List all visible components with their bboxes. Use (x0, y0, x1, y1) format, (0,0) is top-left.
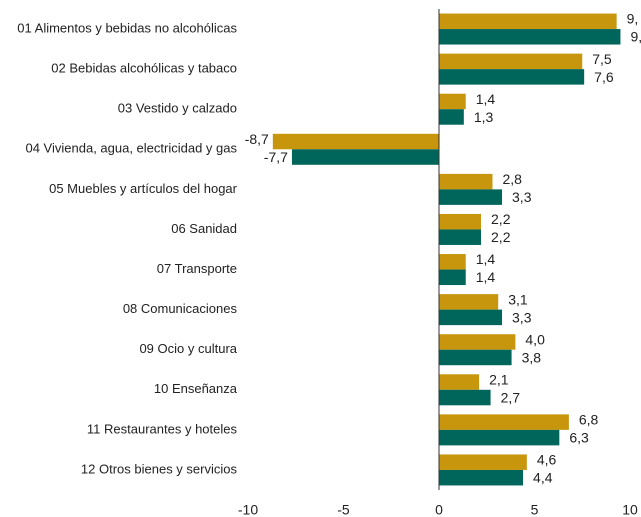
bar (439, 213, 482, 230)
value-label: 9, (627, 11, 639, 27)
value-label: 3,3 (512, 189, 532, 205)
bar (439, 454, 527, 470)
category-label: 08 Comunicaciones (123, 301, 238, 316)
value-label: 6,3 (569, 430, 589, 446)
bar (439, 294, 499, 310)
value-label: 2,7 (501, 389, 521, 405)
value-label: 1,4 (476, 91, 496, 107)
value-label: 1,4 (476, 251, 496, 267)
category-label: 09 Ocio y cultura (139, 341, 237, 356)
value-label: -8,7 (245, 131, 269, 147)
value-label: 7,5 (592, 51, 612, 67)
x-tick-label: 10 (622, 502, 638, 517)
bar (439, 254, 466, 270)
value-label: 2,2 (491, 229, 511, 245)
category-label: 07 Transporte (157, 261, 237, 276)
value-label: -7,7 (264, 149, 288, 165)
value-label: 2,8 (502, 171, 522, 187)
bar (439, 374, 480, 390)
value-label: 1,4 (476, 269, 496, 285)
bar (439, 13, 617, 30)
category-label: 03 Vestido y calzado (118, 101, 237, 116)
bar (439, 469, 524, 486)
bar (439, 69, 585, 85)
value-label: 2,2 (491, 211, 511, 227)
bar (439, 269, 466, 286)
category-label: 02 Bebidas alcohólicas y tabaco (51, 61, 237, 76)
value-label: 7,6 (594, 69, 614, 85)
category-label: 10 Enseñanza (154, 381, 238, 396)
value-label: 3,3 (512, 309, 532, 325)
bar (439, 429, 560, 446)
x-tick-label: -10 (238, 502, 258, 517)
bar (439, 309, 503, 326)
x-tick-label: 5 (531, 502, 539, 517)
value-label: 4,6 (537, 452, 557, 468)
category-label: 05 Muebles y artículos del hogar (49, 181, 238, 196)
value-label: 3,8 (522, 349, 542, 365)
x-tick-label: 0 (435, 502, 443, 517)
value-label: 9, (630, 29, 641, 45)
bar (272, 133, 439, 150)
value-label: 4,0 (525, 331, 545, 347)
bar (439, 93, 466, 110)
category-label: 12 Otros bienes y servicios (81, 461, 238, 476)
bar (439, 229, 482, 245)
value-label: 6,8 (579, 412, 599, 428)
bar (439, 349, 512, 366)
category-label: 01 Alimentos y bebidas no alcohólicas (17, 20, 237, 35)
bar (439, 29, 621, 45)
bar (439, 389, 491, 406)
value-label: 1,3 (474, 109, 494, 125)
bar (291, 149, 439, 165)
bar (439, 53, 583, 70)
value-label: 4,4 (533, 470, 553, 486)
category-label: 11 Restaurantes y hoteles (87, 421, 238, 436)
bar (439, 189, 503, 205)
x-tick-label: -5 (337, 502, 350, 517)
bar (439, 334, 516, 350)
bar (439, 109, 464, 125)
value-label: 2,1 (489, 371, 509, 387)
category-label: 06 Sanidad (171, 221, 237, 236)
bar (439, 173, 493, 190)
value-label: 3,1 (508, 291, 528, 307)
category-label: 04 Vivienda, agua, electricidad y gas (25, 141, 237, 156)
bar (439, 414, 569, 430)
